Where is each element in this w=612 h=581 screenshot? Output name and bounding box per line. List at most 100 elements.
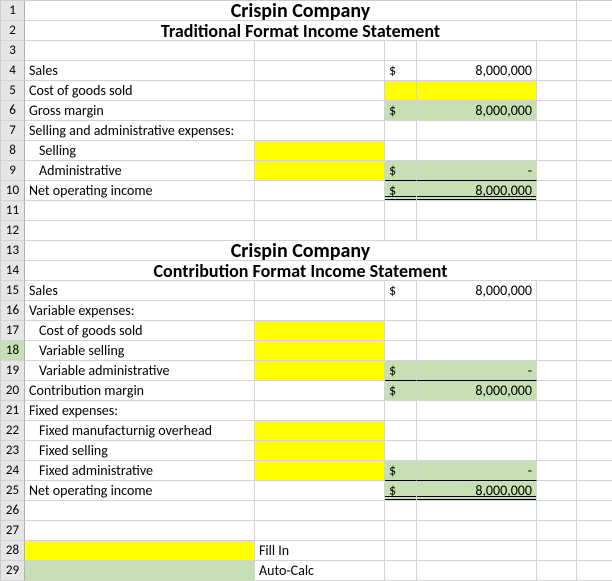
blank-cell xyxy=(385,341,417,361)
label-var-cogs: Cost of goods sold xyxy=(25,321,255,341)
blank-cell xyxy=(577,461,612,481)
blank-cell xyxy=(577,81,612,101)
blank-cell xyxy=(417,401,537,421)
blank-cell xyxy=(255,41,385,61)
blank-cell xyxy=(577,521,612,541)
blank-cell xyxy=(537,101,577,121)
input-fixed-moh[interactable] xyxy=(255,421,385,441)
statement-title-1: Traditional Format Income Statement xyxy=(25,21,577,41)
row-header: 22 xyxy=(1,421,25,441)
blank-cell xyxy=(385,301,417,321)
row-header: 17 xyxy=(1,321,25,341)
blank-cell xyxy=(25,521,255,541)
input-selling[interactable] xyxy=(255,141,385,161)
row-header: 20 xyxy=(1,381,25,401)
legend-autocalc-swatch xyxy=(25,561,255,581)
blank-cell xyxy=(417,121,537,141)
blank-cell xyxy=(385,201,417,221)
blank-cell xyxy=(537,421,577,441)
label-sales-2: Sales xyxy=(25,281,255,301)
blank-cell xyxy=(25,501,255,521)
currency-symbol: $ xyxy=(385,61,417,81)
row-header: 1 xyxy=(1,1,25,21)
blank-cell[interactable] xyxy=(255,381,385,401)
blank-cell xyxy=(255,501,385,521)
blank-cell xyxy=(417,221,537,241)
value-sales[interactable]: 8,000,000 xyxy=(417,61,537,81)
row-header: 14 xyxy=(1,261,25,281)
label-noi-1: Net operating income xyxy=(25,181,255,201)
blank-cell xyxy=(255,221,385,241)
label-sales: Sales xyxy=(25,61,255,81)
blank-cell xyxy=(577,481,612,501)
blank-cell xyxy=(537,541,577,561)
input-fixed-selling[interactable] xyxy=(255,441,385,461)
blank-cell xyxy=(537,221,577,241)
row-header: 2 xyxy=(1,21,25,41)
blank-cell xyxy=(577,261,612,281)
blank-cell[interactable] xyxy=(255,81,385,101)
label-administrative: Administrative xyxy=(25,161,255,181)
calc-cm-cur: $ xyxy=(385,381,417,401)
label-fixed-admin: Fixed administrative xyxy=(25,461,255,481)
blank-cell xyxy=(537,321,577,341)
blank-cell[interactable] xyxy=(255,61,385,81)
blank-cell xyxy=(537,441,577,461)
blank-cell xyxy=(385,141,417,161)
blank-cell[interactable] xyxy=(255,101,385,121)
calc-var-total-val: - xyxy=(417,361,537,381)
input-cogs-cur[interactable] xyxy=(385,81,417,101)
blank-cell[interactable] xyxy=(255,121,385,141)
blank-cell xyxy=(537,361,577,381)
blank-cell xyxy=(577,401,612,421)
label-gross-margin: Gross margin xyxy=(25,101,255,121)
legend-autocalc-label: Auto-Calc xyxy=(255,561,385,581)
blank-cell xyxy=(537,281,577,301)
row-header: 26 xyxy=(1,501,25,521)
blank-cell xyxy=(255,201,385,221)
row-header: 27 xyxy=(1,521,25,541)
company-title-1: Crispin Company xyxy=(25,1,577,21)
blank-cell xyxy=(537,461,577,481)
blank-cell xyxy=(417,541,537,561)
blank-cell xyxy=(537,181,577,201)
blank-cell[interactable] xyxy=(255,181,385,201)
blank-cell xyxy=(577,341,612,361)
calc-fixed-total-cur: $ xyxy=(385,461,417,481)
legend-fillin-label: Fill In xyxy=(255,541,385,561)
blank-cell xyxy=(577,421,612,441)
blank-cell xyxy=(25,221,255,241)
label-fixed-moh: Fixed manufacturnig overhead xyxy=(25,421,255,441)
value-sales-2[interactable]: 8,000,000 xyxy=(417,281,537,301)
blank-cell xyxy=(417,141,537,161)
row-header: 23 xyxy=(1,441,25,461)
blank-cell xyxy=(577,161,612,181)
input-administrative[interactable] xyxy=(255,161,385,181)
blank-cell xyxy=(577,101,612,121)
blank-cell xyxy=(577,381,612,401)
input-var-selling[interactable] xyxy=(255,341,385,361)
input-var-admin[interactable] xyxy=(255,361,385,381)
blank-cell xyxy=(417,441,537,461)
blank-cell xyxy=(385,41,417,61)
blank-cell xyxy=(385,501,417,521)
spreadsheet-grid: 1 Crispin Company 2 Traditional Format I… xyxy=(0,0,612,581)
input-var-cogs[interactable] xyxy=(255,321,385,341)
blank-cell xyxy=(417,341,537,361)
blank-cell[interactable] xyxy=(255,481,385,501)
blank-cell xyxy=(385,541,417,561)
row-header: 15 xyxy=(1,281,25,301)
blank-cell xyxy=(577,301,612,321)
label-variable-expenses: Variable expenses: xyxy=(25,301,255,321)
blank-cell[interactable] xyxy=(255,401,385,421)
input-cogs-val[interactable] xyxy=(417,81,537,101)
blank-cell xyxy=(417,521,537,541)
blank-cell xyxy=(577,141,612,161)
blank-cell[interactable] xyxy=(255,301,385,321)
blank-cell[interactable] xyxy=(255,281,385,301)
row-header: 3 xyxy=(1,41,25,61)
blank-cell xyxy=(577,241,612,261)
calc-noi-1-cur: $ xyxy=(385,181,417,201)
input-fixed-admin[interactable] xyxy=(255,461,385,481)
blank-cell xyxy=(537,481,577,501)
